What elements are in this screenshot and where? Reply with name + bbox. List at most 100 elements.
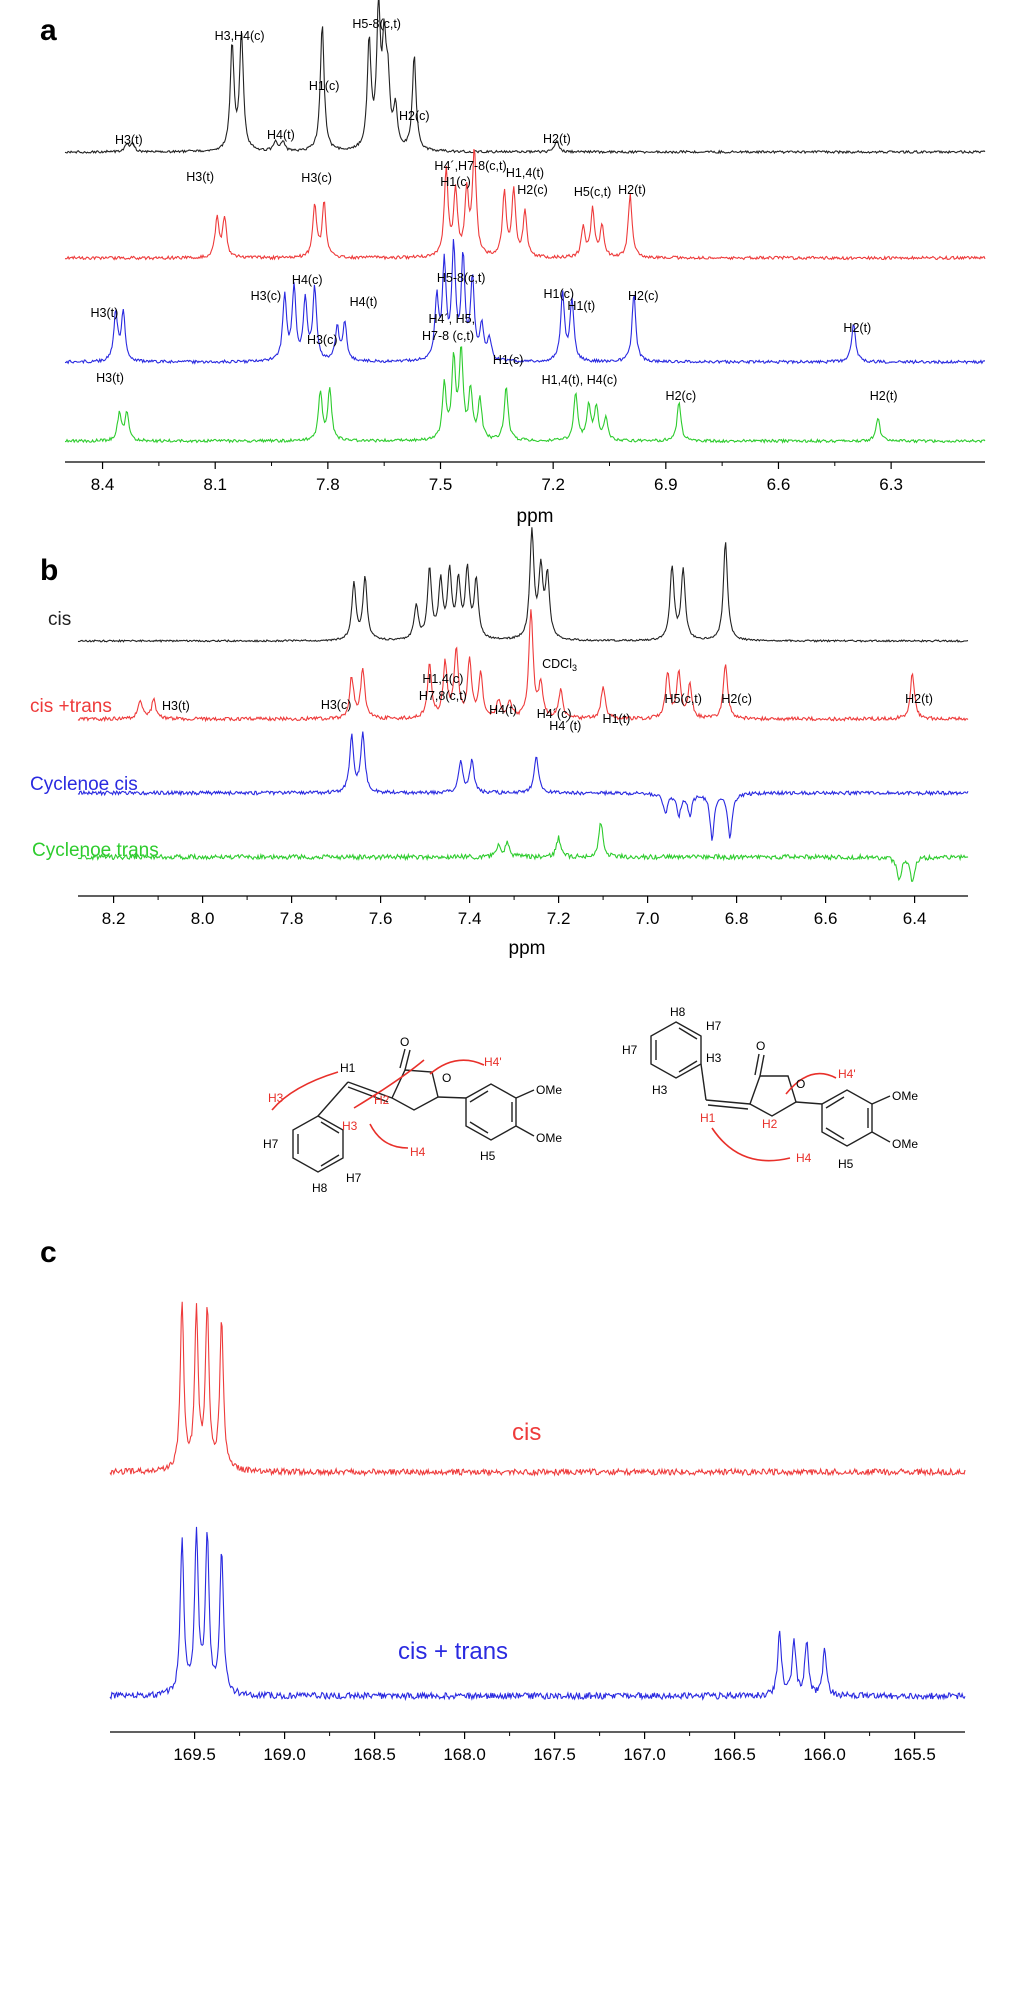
right-h2: H2 bbox=[762, 1117, 778, 1131]
left-aryl-bond bbox=[437, 1096, 467, 1099]
left-h5: H5 bbox=[480, 1149, 496, 1163]
left-ome-top: OMe bbox=[536, 1083, 562, 1097]
left-h3-bottom: H3 bbox=[342, 1119, 358, 1133]
panel-b-peak-labels: H3(t) H3(c) H1,4(c) H7,8(c,t) CDCl3 H4(t) H4´(… bbox=[162, 657, 933, 733]
left-exocyclic-double-2 bbox=[347, 1086, 389, 1103]
panel-c-ticks: 169.5 169.0 168.5 168.0 167.5 167.0 166.5 166.0… bbox=[173, 1732, 936, 1764]
right-ome-top: OMe bbox=[892, 1089, 918, 1103]
spectrum-trace-b-3 bbox=[77, 822, 969, 882]
tick-label: 7.2 bbox=[541, 475, 565, 494]
right-phenyl-ring bbox=[650, 1021, 702, 1079]
right-carbonyl-2 bbox=[754, 1053, 760, 1076]
right-ome-bond-1 bbox=[871, 1095, 891, 1105]
left-phenyl-double-bond-3 bbox=[320, 1154, 340, 1167]
right-h7-top: H7 bbox=[706, 1019, 722, 1033]
left-noe-arrow-2 bbox=[353, 1059, 425, 1109]
peak-label: H1,4(t), H4(c) bbox=[542, 373, 618, 387]
spectrum-trace-a-1 bbox=[64, 148, 986, 261]
peak-label: H7-8 (c,t) bbox=[422, 329, 474, 343]
peak-label: H1(t) bbox=[603, 712, 631, 726]
tick-label: 6.9 bbox=[654, 475, 678, 494]
peak-label: H2(c) bbox=[399, 109, 430, 123]
peak-label: H3(c) bbox=[307, 333, 338, 347]
trace-name-cyclenoe-cis: Cyclenoe cis bbox=[30, 774, 138, 795]
peak-label: H4´(t) bbox=[549, 719, 581, 733]
spectrum-trace-c-1 bbox=[109, 1526, 966, 1702]
peak-label: H3(c) bbox=[251, 289, 282, 303]
panel-c-traces bbox=[109, 1301, 966, 1702]
peak-label: H3(t) bbox=[96, 371, 124, 385]
tick-label: 167.0 bbox=[623, 1745, 666, 1764]
peak-label: H3(t) bbox=[115, 133, 143, 147]
right-h3-bottom: H3 bbox=[652, 1083, 668, 1097]
right-carbonyl bbox=[759, 1054, 765, 1077]
left-ome-bottom: OMe bbox=[536, 1131, 562, 1145]
panel-a-ticks: 8.4 8.1 7.8 7.5 7.2 6.9 6.6 6.3 bbox=[91, 462, 903, 494]
left-h7-right: H7 bbox=[346, 1171, 362, 1185]
left-carbonyl bbox=[404, 1049, 411, 1071]
panel-b-xlabel: ppm bbox=[509, 938, 546, 959]
panel-a-traces bbox=[64, 0, 986, 444]
right-lactone-ring bbox=[749, 1075, 797, 1117]
tick-label: 166.5 bbox=[713, 1745, 756, 1764]
right-aryl-ring bbox=[821, 1089, 873, 1147]
peak-label: H3(t) bbox=[162, 699, 190, 713]
spectrum-trace-a-2 bbox=[64, 239, 986, 365]
peak-label: H4(t) bbox=[489, 703, 517, 717]
spectrum-trace-c-0 bbox=[109, 1301, 966, 1477]
left-aryl-double-3 bbox=[469, 1121, 489, 1134]
tick-label: 168.5 bbox=[353, 1745, 396, 1764]
tick-label: 6.3 bbox=[879, 475, 903, 494]
left-ome-bond-2 bbox=[515, 1125, 535, 1137]
panel-c: c cis cis + trans 169.5 169.0 168.5 168.0 16… bbox=[40, 1236, 966, 1764]
tick-label: 168.0 bbox=[443, 1745, 486, 1764]
peak-label: H2(t) bbox=[843, 321, 871, 335]
peak-label: H4´,H7-8(c,t) bbox=[434, 159, 506, 173]
trace-name-cyclenoe-trans: Cyclenoe trans bbox=[32, 840, 159, 861]
peak-label: H1,4(c) bbox=[422, 672, 463, 686]
tick-label: 167.5 bbox=[533, 1745, 576, 1764]
peak-label: H2(c) bbox=[666, 389, 697, 403]
left-phenyl-ring bbox=[292, 1115, 344, 1173]
right-phenyl-double-2 bbox=[678, 1027, 698, 1040]
tick-label: 165.5 bbox=[893, 1745, 936, 1764]
peak-label: H1(c) bbox=[493, 353, 524, 367]
peak-label: H4´, H5, bbox=[429, 312, 476, 326]
tick-label: 6.6 bbox=[767, 475, 791, 494]
left-h1: H1 bbox=[340, 1061, 356, 1075]
panel-b: b H3(t) H3(c) H1,4(c) H7,8(c,t) CDCl3 H4(t) H4… bbox=[30, 527, 969, 959]
peak-label: H4(t) bbox=[350, 295, 378, 309]
right-h1: H1 bbox=[700, 1111, 716, 1125]
right-aryl-bond bbox=[795, 1101, 823, 1105]
right-exocyclic-double bbox=[705, 1099, 751, 1105]
structure-left-labels: H1 H2 H3 H3 H7 H8 H7 O O H4' H4 H5 OMe O… bbox=[263, 1035, 562, 1195]
right-ome-bottom: OMe bbox=[892, 1137, 918, 1151]
tick-label: 8.0 bbox=[191, 909, 215, 928]
peak-label: H3(c) bbox=[321, 698, 352, 712]
peak-label: H1(c) bbox=[309, 79, 340, 93]
peak-label: H4(c) bbox=[292, 273, 323, 287]
peak-label: H5(c,t) bbox=[664, 692, 702, 706]
peak-label: H3(t) bbox=[186, 170, 214, 184]
tick-label: 6.4 bbox=[903, 909, 927, 928]
panel-a-xlabel: ppm bbox=[517, 506, 554, 527]
peak-label: H4(t) bbox=[267, 128, 295, 142]
peak-label: H2(c) bbox=[628, 289, 659, 303]
tick-label: 169.0 bbox=[263, 1745, 306, 1764]
peak-label: H1(c) bbox=[440, 175, 471, 189]
left-exocyclic-double bbox=[347, 1081, 393, 1099]
right-aryl-double-2 bbox=[825, 1096, 845, 1109]
peak-label: H7,8(c,t) bbox=[419, 689, 467, 703]
structure-right-labels: H8 H7 H7 H3 H3 H1 H2 O O H4' H4 H5 OMe O… bbox=[622, 1005, 918, 1171]
right-vinyl-bond bbox=[700, 1063, 707, 1101]
panel-a-letter: a bbox=[40, 14, 57, 47]
peak-label: H3(t) bbox=[91, 306, 119, 320]
peak-label: H3,H4(c) bbox=[215, 29, 265, 43]
right-h4: H4 bbox=[796, 1151, 812, 1165]
left-o-carbonyl: O bbox=[400, 1035, 409, 1049]
tick-label: 8.4 bbox=[91, 475, 115, 494]
panel-a: a H3(t)H3,H4(c)H4(t)H1(c)H5-8(c,t)H2(c)H… bbox=[40, 0, 986, 527]
structure-left bbox=[271, 1048, 535, 1173]
left-phenyl-double-bond-2 bbox=[320, 1121, 340, 1134]
